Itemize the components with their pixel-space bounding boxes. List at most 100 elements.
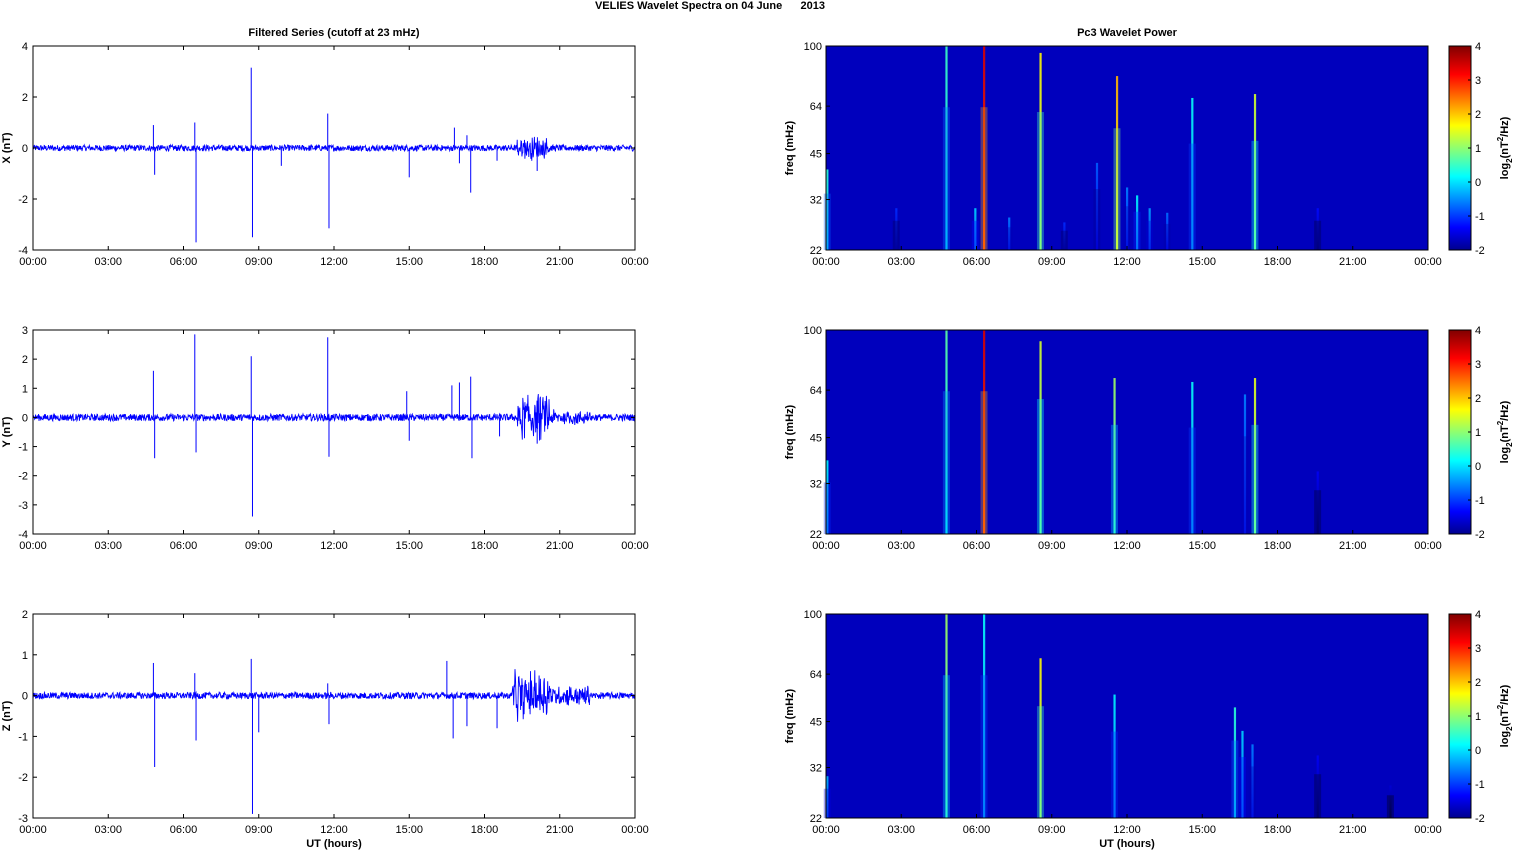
- power-streak-halo: [1110, 731, 1118, 818]
- power-streak-halo: [1036, 112, 1044, 250]
- y-axis-label: Z (nT): [1, 700, 13, 731]
- y-axis-label: freq (mHz): [784, 688, 796, 743]
- xlabel-left: UT (hours): [306, 838, 362, 850]
- y-tick-label: 45: [810, 717, 822, 729]
- colorbar-tick-label: 2: [1475, 677, 1481, 689]
- power-streak-halo: [971, 220, 979, 250]
- y-tick-label: 64: [810, 385, 822, 397]
- power-streak-halo: [1123, 206, 1131, 250]
- power-streak: [1113, 694, 1116, 818]
- power-streak: [1039, 658, 1042, 818]
- x-tick-label: 18:00: [471, 540, 499, 552]
- colorbar-tick-label: -1: [1475, 211, 1485, 223]
- power-streak-halo: [1188, 427, 1196, 534]
- colorbar-tick-label: 3: [1475, 359, 1481, 371]
- timeseries-panel-2: -3 -2 -1 0 1 2 00:00 03:00 06:00 09:00 12:00 15:00 1…: [1, 609, 649, 836]
- power-streak-halo: [942, 391, 950, 534]
- colorbar-fill: [1448, 329, 1472, 535]
- y-tick-label: 22: [810, 529, 822, 541]
- power-streak: [1253, 94, 1257, 251]
- colorbar-label-part: /Hz): [1499, 116, 1511, 137]
- power-streak-halo: [1113, 128, 1121, 250]
- power-streak: [1063, 222, 1066, 250]
- power-streak-halo: [1386, 795, 1394, 818]
- x-tick-label: 00:00: [19, 824, 47, 836]
- power-streak: [1243, 394, 1247, 534]
- power-streak-halo: [823, 788, 831, 818]
- x-tick-label: 12:00: [320, 824, 348, 836]
- x-tick-label: 06:00: [170, 824, 198, 836]
- x-tick-label: 18:00: [471, 256, 499, 268]
- power-streak: [1115, 76, 1119, 250]
- x-tick-label: 06:00: [963, 256, 991, 268]
- y-tick-label: 1: [22, 383, 28, 395]
- power-streak: [1113, 378, 1116, 534]
- x-tick-label: 18:00: [1264, 256, 1292, 268]
- power-streak: [1389, 785, 1392, 818]
- x-tick-label: 21:00: [546, 256, 574, 268]
- power-streak-halo: [823, 193, 831, 250]
- colorbar-tick-label: 0: [1475, 745, 1481, 757]
- power-streak: [826, 169, 829, 250]
- x-tick-label: 12:00: [1113, 540, 1141, 552]
- x-tick-label: 12:00: [320, 256, 348, 268]
- colorbar-label-part: /Hz): [1499, 400, 1511, 421]
- colorbar-tick-label: -1: [1475, 779, 1485, 791]
- colorbar-tick-label: 1: [1475, 143, 1481, 155]
- colorbar-tick-label: 4: [1475, 41, 1481, 53]
- plot-area: [33, 614, 635, 818]
- y-tick-label: 100: [804, 41, 822, 53]
- colorbar-label-part: 2: [1496, 136, 1505, 141]
- colorbar-label-part: 2: [1496, 420, 1505, 425]
- y-tick-label: 2: [22, 92, 28, 104]
- x-tick-label: 03:00: [94, 256, 122, 268]
- heatmap-background: [826, 614, 1428, 818]
- x-tick-label: 09:00: [245, 256, 273, 268]
- y-tick-label: 64: [810, 669, 822, 681]
- x-tick-label: 06:00: [963, 540, 991, 552]
- colorbar-label-part: 2: [1505, 726, 1514, 731]
- colorbar-tick-label: 4: [1475, 609, 1481, 621]
- x-tick-label: 21:00: [546, 540, 574, 552]
- y-tick-label: 1: [22, 650, 28, 662]
- x-tick-label: 21:00: [1339, 540, 1367, 552]
- y-tick-label: -4: [18, 529, 28, 541]
- heatmap-background: [826, 330, 1428, 534]
- x-tick-label: 12:00: [1113, 256, 1141, 268]
- y-axis-label: freq (mHz): [784, 404, 796, 459]
- power-streak-halo: [1110, 424, 1118, 534]
- power-streak-halo: [942, 107, 950, 250]
- power-streak: [945, 614, 948, 818]
- y-tick-label: -4: [18, 245, 28, 257]
- y-axis-label: X (nT): [1, 132, 13, 163]
- power-streak: [1316, 471, 1319, 534]
- power-streak: [826, 460, 829, 534]
- power-streak: [895, 208, 898, 250]
- power-streak-halo: [1146, 220, 1154, 250]
- colorbar-tick-label: 0: [1475, 461, 1481, 473]
- x-tick-label: 09:00: [245, 540, 273, 552]
- power-streak: [1251, 744, 1254, 818]
- x-tick-label: 15:00: [1188, 256, 1216, 268]
- x-tick-label: 00:00: [1414, 540, 1442, 552]
- x-tick-label: 09:00: [1038, 824, 1066, 836]
- y-tick-label: 45: [810, 433, 822, 445]
- colorbar-label-part: 2: [1496, 704, 1505, 709]
- x-tick-label: 15:00: [395, 540, 423, 552]
- power-streak-halo: [1036, 706, 1044, 818]
- y-tick-label: 100: [804, 325, 822, 337]
- power-streak: [983, 330, 986, 534]
- colorbar-label: log2(nT2/Hz): [1496, 116, 1514, 179]
- xlabel-right: UT (hours): [1099, 838, 1155, 850]
- x-tick-label: 00:00: [621, 256, 649, 268]
- power-streak: [1191, 381, 1194, 534]
- x-tick-label: 03:00: [94, 824, 122, 836]
- colorbar-label-part: 2: [1505, 158, 1514, 163]
- y-tick-label: 32: [810, 195, 822, 207]
- y-tick-label: -2: [18, 471, 28, 483]
- y-tick-label: 22: [810, 813, 822, 825]
- power-streak: [1136, 195, 1139, 250]
